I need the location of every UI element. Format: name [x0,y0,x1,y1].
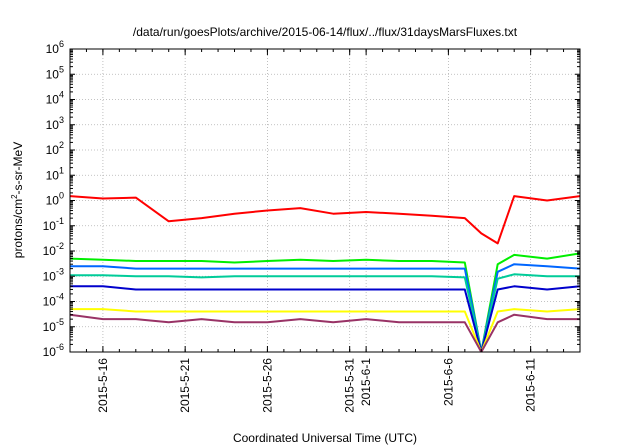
y-axis-label-sup: 2 [10,194,19,199]
series-line-3 [70,273,580,352]
y-tick-label: 10-3 [43,266,64,283]
x-tick-label: 2015-5-21 [178,358,192,413]
series-group [70,195,580,352]
y-tick-label: 101 [46,165,64,182]
y-axis-label-main: protons/cm [11,199,25,258]
y-tick-label: 10-1 [43,216,64,233]
y-tick-label: 106 [46,39,64,56]
x-tick-label: 2015-5-26 [260,358,274,413]
y-tick-label: 102 [46,140,64,157]
y-tick-label: 105 [46,64,64,81]
series-line-1 [70,252,580,352]
y-tick-label: 10-6 [43,342,64,359]
y-tick-label: 100 [46,191,64,208]
y-axis: 10-6 10-5 10-4 10-3 10-2 10-1 100 101 102 103 104 1… [43,39,580,359]
x-tick-label: 2015-5-16 [96,358,110,413]
y-axis-label: protons/cm2-s-sr-MeV [10,142,25,258]
x-tick-label: 2015-6-11 [524,358,538,412]
series-line-2 [70,263,580,352]
y-tick-label: 104 [46,90,64,107]
chart-title: /data/run/goesPlots/archive/2015-06-14/f… [133,25,518,39]
series-line-5 [70,308,580,352]
y-axis-label-rest: -s-sr-MeV [11,142,25,195]
y-tick-label: 10-5 [43,317,64,334]
y-tick-label: 10-2 [43,241,64,258]
x-tick-label: 2015-6-6 [441,358,455,406]
x-tick-label: 2015-5-31 [343,358,357,413]
x-axis-label: Coordinated Universal Time (UTC) [233,431,417,445]
series-line-4 [70,285,580,352]
x-tick-label: 2015-6-1 [359,358,373,406]
series-line-0 [70,195,580,245]
series-line-6 [70,313,580,352]
y-tick-label: 103 [46,115,64,132]
x-axis: 2015-5-16 2015-5-21 2015-5-26 2015-5-31 2015… [69,49,581,413]
y-tick-label: 10-4 [43,292,64,309]
